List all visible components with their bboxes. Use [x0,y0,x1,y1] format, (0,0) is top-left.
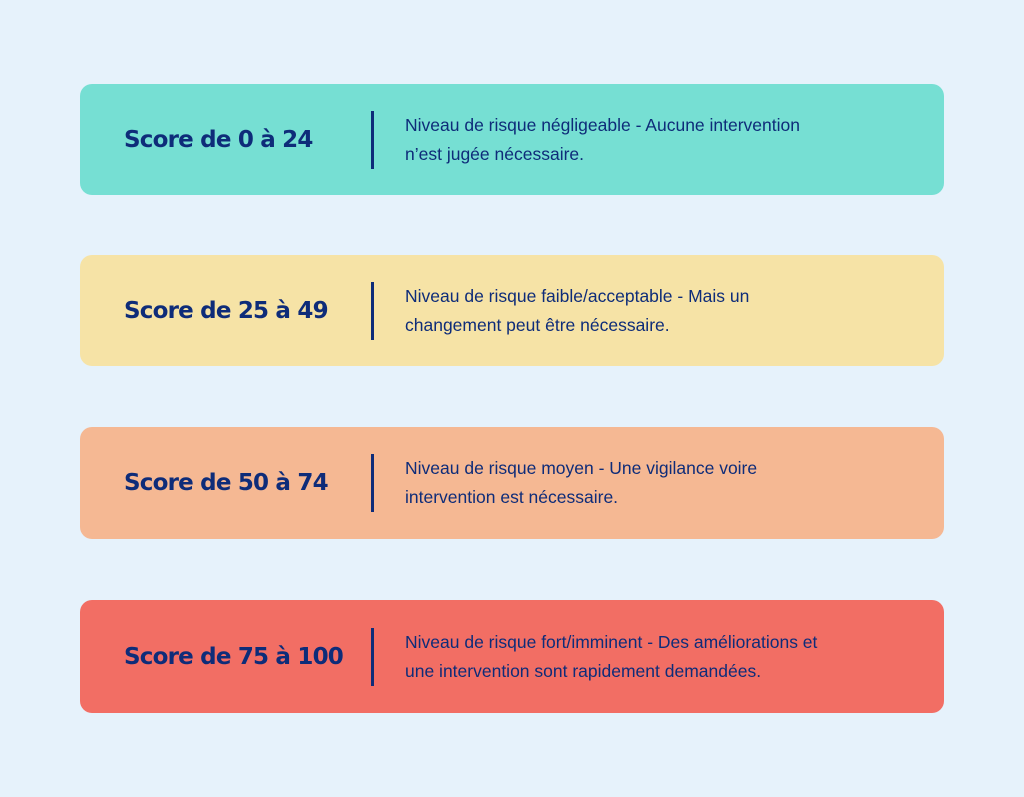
score-card-25-49: Score de 25 à 49 Niveau de risque faible… [80,255,944,366]
divider [371,281,374,340]
divider [371,627,374,686]
score-card-75-100: Score de 75 à 100 Niveau de risque fort/… [80,600,944,713]
score-range-title: Score de 0 à 24 [124,126,313,153]
score-card-50-74: Score de 50 à 74 Niveau de risque moyen … [80,427,944,539]
risk-description: Niveau de risque fort/imminent - Des amé… [405,631,818,681]
risk-description: Niveau de risque négligeable - Aucune in… [405,114,800,164]
divider [371,454,374,512]
score-range-title: Score de 25 à 49 [124,297,329,324]
score-range-title: Score de 75 à 100 [124,643,344,670]
risk-description: Niveau de risque moyen - Une vigilance v… [405,458,758,507]
divider [371,110,374,169]
score-range-title: Score de 50 à 74 [124,470,329,496]
risk-description: Niveau de risque faible/acceptable - Mai… [405,285,750,335]
score-card-0-24: Score de 0 à 24 Niveau de risque néglige… [80,84,944,195]
